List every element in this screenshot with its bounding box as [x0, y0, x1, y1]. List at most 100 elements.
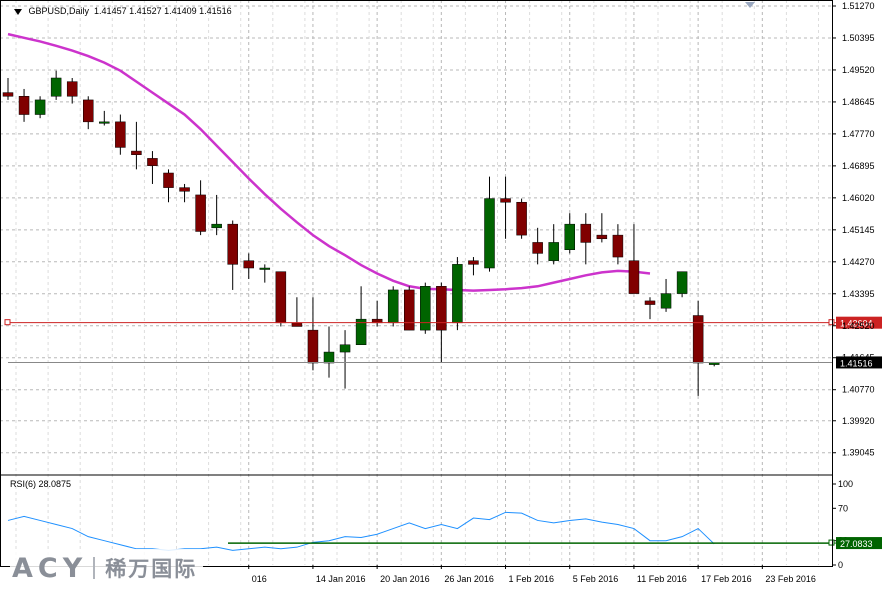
- grid: [0, 0, 832, 565]
- candle: [387, 286, 399, 327]
- candles: [2, 70, 720, 396]
- candle: [83, 96, 94, 130]
- x-tick-label: 11 Feb 2016: [637, 574, 687, 584]
- candle-body: [580, 223, 592, 243]
- bid-label: 1.41516: [840, 358, 873, 368]
- candle: [628, 224, 640, 294]
- candle: [163, 169, 174, 203]
- candle-body: [404, 289, 415, 331]
- candle: [516, 198, 527, 239]
- candle: [66, 77, 78, 104]
- candle: [660, 278, 672, 312]
- candle-body: [676, 271, 688, 294]
- candle: [644, 297, 656, 320]
- candle-body: [2, 92, 14, 97]
- rsi-line: [7, 511, 715, 551]
- x-tick-label: 5 Feb 2016: [573, 574, 619, 584]
- candle-body: [339, 344, 351, 353]
- candle: [692, 300, 704, 396]
- x-tick-label: 26 Jan 2016: [444, 574, 494, 584]
- x-tick-label: 20 Jan 2016: [380, 574, 430, 584]
- candle-body: [243, 260, 254, 269]
- candle: [50, 70, 62, 100]
- candle: [275, 271, 287, 327]
- chart-title: GBPUSD,Daily 1.41457 1.41527 1.41409 1.4…: [14, 6, 232, 16]
- scroll-marker-icon[interactable]: [745, 2, 755, 8]
- y-tick-label: 1.44270: [842, 257, 875, 267]
- rsi-tick-label: 70: [838, 503, 848, 513]
- y-tick-label: 1.47770: [842, 129, 875, 139]
- candle-body: [468, 260, 479, 265]
- candle-body: [259, 267, 271, 270]
- candle-body: [484, 198, 495, 269]
- candle-body: [307, 329, 319, 364]
- candle: [596, 213, 608, 243]
- candle-body: [436, 286, 447, 331]
- candle-body: [99, 121, 110, 124]
- candle-body: [227, 223, 238, 265]
- candle-body: [179, 187, 190, 192]
- candle-body: [355, 318, 367, 346]
- candle-body: [564, 223, 575, 250]
- y-tick-label: 1.39920: [842, 416, 875, 426]
- logo-separator: [93, 557, 96, 579]
- x-tick-label: 14 Jan 2016: [316, 574, 366, 584]
- candle-body: [291, 322, 303, 327]
- rsi-level-label: 27.0833: [840, 539, 873, 549]
- candle-body: [147, 158, 158, 166]
- candle: [307, 297, 319, 371]
- bid-tag: [836, 356, 882, 369]
- horizontal-lines: 1.42604 1.41516: [4, 316, 882, 369]
- candle-body: [34, 99, 46, 115]
- candle-body: [452, 264, 463, 324]
- ma-line: [7, 32, 651, 292]
- x-tick-label: 1 Feb 2016: [509, 574, 555, 584]
- candle: [179, 183, 190, 203]
- candle: [2, 77, 14, 100]
- logo-brand: ACY: [12, 552, 88, 584]
- candle: [564, 213, 575, 254]
- rsi-label: RSI(6) 28.0875: [10, 479, 72, 489]
- candle: [612, 224, 624, 265]
- candle-body: [195, 194, 206, 232]
- candle-body: [66, 81, 78, 97]
- candle: [339, 330, 351, 389]
- y-tick-label: 1.48645: [842, 97, 875, 107]
- level-anchor-right: [828, 319, 835, 326]
- y-tick-label: 1.50395: [842, 33, 875, 43]
- rsi-tick-label: 0: [838, 560, 843, 570]
- candle: [532, 227, 543, 265]
- candle-body: [83, 99, 94, 123]
- candle: [131, 121, 142, 170]
- candle: [500, 176, 511, 239]
- collapse-icon[interactable]: [14, 8, 22, 15]
- candle-body: [387, 289, 399, 324]
- candle: [18, 88, 30, 122]
- ohlc-values: 1.41457 1.41527 1.41409 1.41516: [94, 6, 232, 16]
- y-tick-label: 1.41645: [842, 353, 875, 363]
- candle: [452, 257, 463, 331]
- candle: [580, 213, 592, 265]
- x-tick-label: 016: [252, 574, 267, 584]
- candle: [404, 286, 415, 331]
- candle: [243, 253, 254, 279]
- y-tick-label: 1.43395: [842, 289, 875, 299]
- candle-body: [692, 315, 704, 364]
- axes: 1.51270 1.50395 1.49520 1.48645 1.47770 1.468…: [0, 0, 875, 584]
- rsi-level-anchor: [828, 539, 835, 546]
- moving-average: [7, 32, 651, 292]
- y-tick-label: 1.49520: [842, 65, 875, 75]
- candle: [676, 271, 688, 298]
- candle-body: [131, 150, 142, 155]
- candle: [548, 224, 559, 265]
- candle: [323, 326, 335, 378]
- candle: [99, 110, 110, 126]
- candle-body: [211, 223, 222, 229]
- candle: [468, 257, 479, 276]
- price-level-tag: [836, 316, 882, 329]
- candle: [259, 264, 271, 283]
- candle-body: [275, 271, 287, 324]
- candle-body: [612, 234, 624, 258]
- level-anchor-left: [4, 319, 11, 326]
